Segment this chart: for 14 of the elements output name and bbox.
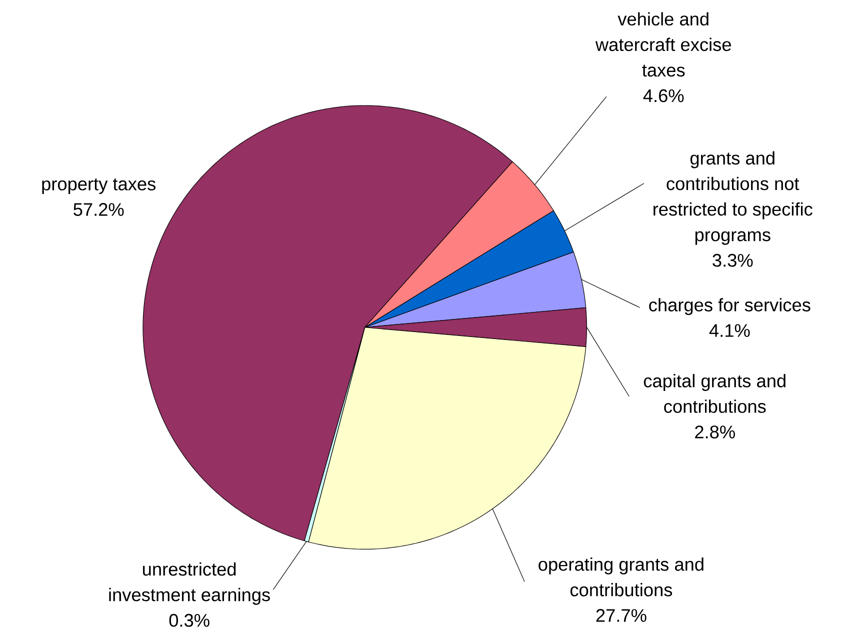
data-label: 3.3% xyxy=(712,254,753,267)
slice-label: capital grants and contributions xyxy=(644,374,786,413)
slice-label: vehicle and watercraft excise taxes xyxy=(595,12,731,77)
data-label: 0.3% xyxy=(169,614,210,627)
slice-label: property taxes xyxy=(42,178,156,194)
data-label: 27.7% xyxy=(596,609,646,622)
slice-label: grants and contributions not restricted to specific programs xyxy=(654,151,812,245)
slice-label: charges for services xyxy=(649,298,810,316)
slice-label: unrestricted investment earnings xyxy=(109,562,270,605)
data-label: 2.8% xyxy=(695,426,735,438)
data-label: 4.1% xyxy=(709,324,750,337)
data-label: 4.6% xyxy=(643,89,684,102)
slice-label: operating grants and contributions xyxy=(538,557,704,596)
data-label: 57.2% xyxy=(74,203,124,216)
